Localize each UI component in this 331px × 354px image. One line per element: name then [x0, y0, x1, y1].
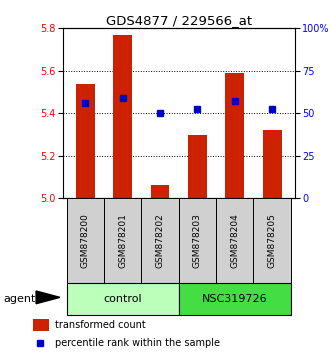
Bar: [141, 198, 179, 283]
Bar: [151, 185, 169, 198]
Bar: [254, 198, 291, 283]
Bar: [113, 35, 132, 198]
Bar: [67, 283, 179, 315]
Bar: [225, 73, 244, 198]
Text: NSC319726: NSC319726: [202, 294, 267, 304]
Text: GSM878202: GSM878202: [156, 213, 165, 268]
Text: GSM878205: GSM878205: [268, 213, 277, 268]
Text: agent: agent: [3, 294, 36, 304]
Bar: [67, 198, 104, 283]
Bar: [33, 319, 49, 331]
Text: GDS4877 / 229566_at: GDS4877 / 229566_at: [106, 14, 252, 27]
Text: GSM878200: GSM878200: [81, 213, 90, 268]
Text: control: control: [103, 294, 142, 304]
Text: GSM878203: GSM878203: [193, 213, 202, 268]
Text: percentile rank within the sample: percentile rank within the sample: [55, 338, 220, 348]
Polygon shape: [36, 291, 60, 304]
Text: GSM878204: GSM878204: [230, 213, 239, 268]
Bar: [179, 198, 216, 283]
Bar: [263, 130, 281, 198]
Bar: [76, 84, 95, 198]
Text: GSM878201: GSM878201: [118, 213, 127, 268]
Bar: [104, 198, 141, 283]
Bar: [188, 135, 207, 198]
Text: transformed count: transformed count: [55, 320, 146, 330]
Bar: [179, 283, 291, 315]
Bar: [216, 198, 254, 283]
